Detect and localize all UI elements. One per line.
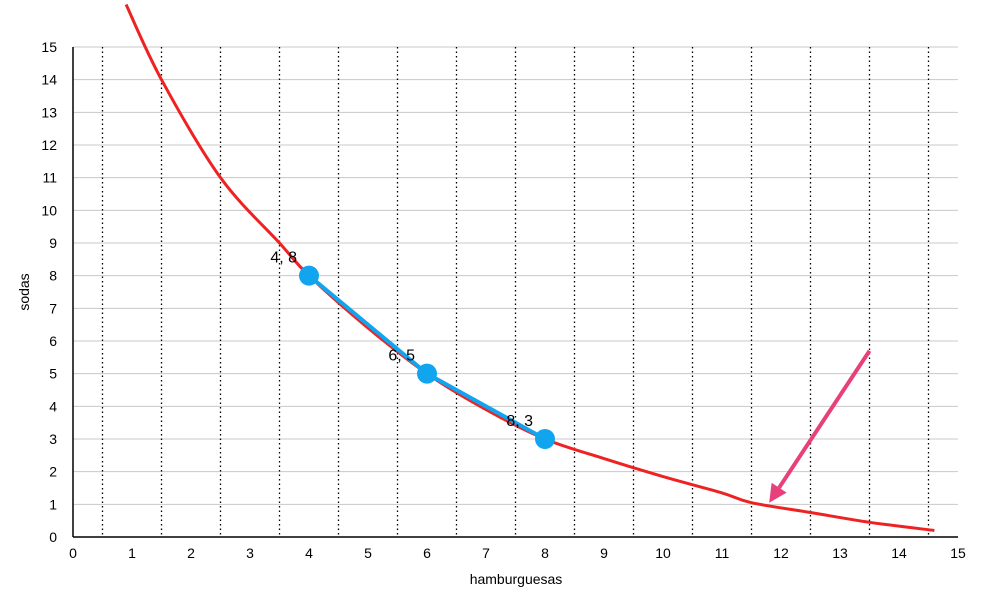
data-label: 8, 3 [506, 413, 533, 430]
data-label: 4, 8 [270, 250, 297, 267]
y-tick-label: 3 [49, 431, 57, 447]
y-tick-label: 7 [49, 300, 57, 316]
x-tick-label: 10 [655, 545, 671, 561]
y-tick-label: 2 [49, 464, 57, 480]
x-tick-label: 6 [423, 545, 431, 561]
x-tick-label: 12 [773, 545, 789, 561]
y-tick-label: 6 [49, 333, 57, 349]
grid [73, 46, 958, 537]
x-tick-label: 4 [305, 545, 313, 561]
annotations [769, 349, 872, 503]
x-tick-label: 13 [832, 545, 848, 561]
y-tick-label: 15 [41, 39, 57, 55]
y-tick-label: 10 [41, 202, 57, 218]
x-tick-label: 9 [600, 545, 608, 561]
indifference-curve [124, 3, 935, 532]
x-tick-label: 1 [128, 545, 136, 561]
y-tick-label: 5 [49, 366, 57, 382]
y-tick-label: 8 [49, 268, 57, 284]
y-tick-label: 14 [41, 72, 57, 88]
x-tick-label: 14 [891, 545, 907, 561]
y-tick-label: 1 [49, 496, 57, 512]
x-tick-label: 2 [187, 545, 195, 561]
data-point [535, 429, 555, 449]
arrow-head-icon [769, 482, 787, 503]
data-point [299, 265, 319, 286]
y-axis-label: sodas [16, 273, 32, 310]
tick-labels: 0 1 2 3 4 5 6 7 8 9 10 11 12 13 14 15012345678910111213… [41, 39, 966, 561]
x-tick-label: 11 [715, 545, 730, 561]
data-label: 6, 5 [388, 348, 415, 365]
x-tick-label: 5 [364, 545, 372, 561]
arrow-shaft [777, 349, 872, 489]
x-tick-label: 7 [482, 545, 490, 561]
y-tick-label: 9 [49, 235, 57, 251]
x-axis-label: hamburguesas [470, 571, 563, 587]
x-tick-label: 3 [246, 545, 254, 561]
x-tick-label: 15 [950, 545, 966, 561]
data-point [417, 363, 437, 384]
y-tick-label: 11 [42, 170, 57, 186]
y-tick-label: 0 [49, 529, 57, 545]
x-tick-label: 0 [69, 545, 77, 561]
y-tick-label: 13 [41, 104, 57, 120]
y-tick-label: 4 [49, 398, 57, 414]
x-tick-label: 8 [541, 545, 549, 561]
axes [72, 47, 958, 538]
y-tick-label: 12 [41, 137, 57, 153]
series: 4, 8 6, 5 8, 3 [124, 3, 935, 532]
